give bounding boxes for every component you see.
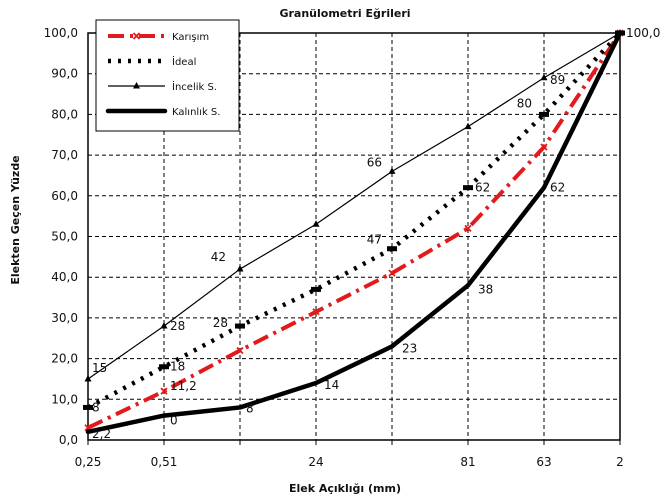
x-tick-label: 0,25 [75, 455, 102, 469]
plot-frame [87, 32, 621, 441]
marker-triangle [84, 374, 92, 382]
data-label: 14 [324, 378, 339, 392]
marker-dash [539, 111, 549, 117]
marker-triangle [388, 167, 396, 174]
marker-dash [463, 185, 473, 191]
tick-layer: 0,0 10,0 20,0 30,0 40,0 50,0 60,0 70,0 80,0 90,0 1… [44, 26, 624, 469]
series-line-2 [87, 32, 621, 380]
data-label: 2,2 [92, 427, 111, 441]
marker-x [160, 387, 168, 395]
data-label: 80 [517, 96, 532, 110]
y-axis-label: Elekten Geçen Yüzde [9, 155, 22, 284]
data-label: 89 [550, 73, 565, 87]
y-tick-label: 50,0 [51, 230, 78, 244]
data-label: 8 [92, 400, 100, 414]
marker-triangle [160, 322, 168, 329]
y-tick-label: 0,0 [59, 433, 78, 447]
data-label: 18 [170, 360, 185, 374]
marker-x [236, 346, 244, 355]
marker-dash [311, 286, 321, 292]
x-tick-label: 81 [460, 455, 475, 469]
marker-dash [159, 364, 169, 370]
y-tick-label: 60,0 [51, 189, 78, 203]
series-line-3 [85, 30, 623, 435]
legend: Karışım İdeal İncelik S. Kalınlık S. [95, 19, 240, 132]
marker-triangle [464, 122, 472, 130]
y-tick-label: 80,0 [51, 107, 78, 121]
marker-dash [387, 246, 397, 252]
data-label: 0 [170, 414, 178, 428]
y-tick-label: 100,0 [44, 26, 78, 40]
data-label: 28 [213, 316, 228, 330]
marker-x [388, 269, 396, 277]
marker-x [540, 143, 548, 151]
y-tick-label: 10,0 [51, 392, 78, 406]
x-tick-label: 24 [308, 455, 323, 469]
series-line-1 [86, 31, 622, 410]
legend-items: Karışım İdeal İncelik S. Kalınlık S. [105, 32, 220, 118]
x-tick-label: 2 [616, 455, 624, 469]
data-label: 38 [478, 282, 493, 296]
marker-triangle [236, 265, 244, 272]
marker-triangle [312, 220, 320, 227]
data-label: 100,0 [626, 26, 660, 40]
data-label: 47 [367, 233, 382, 247]
series-layer [83, 29, 625, 435]
legend-marker [133, 82, 140, 89]
y-tick-label: 20,0 [51, 352, 78, 366]
marker-x [312, 308, 320, 316]
data-label: 42 [211, 250, 226, 264]
x-axis-label: Elek Açıklığı (mm) [289, 482, 401, 495]
data-label: 62 [475, 181, 490, 195]
data-label: 8 [246, 401, 254, 415]
series-line-0 [87, 31, 622, 430]
legend-label-3: Kalınlık S. [172, 107, 220, 118]
legend-label-0: Karışım [172, 32, 209, 43]
data-label: 15 [92, 361, 107, 375]
marker-dash [83, 404, 93, 410]
y-tick-label: 90,0 [51, 67, 78, 81]
y-tick-label: 70,0 [51, 148, 78, 162]
chart-title: Granülometri Eğrileri [279, 7, 410, 20]
y-tick-label: 30,0 [51, 311, 78, 325]
legend-label-2: İncelik S. [172, 80, 217, 93]
data-label: 66 [367, 155, 382, 169]
label-layer: 15 8 2,2 28 18 11,2 0 42 28 8 14 66 47 23 62 38 89 80 62 10… [92, 26, 660, 441]
legend-label-1: İdeal [172, 55, 196, 68]
marker-dash [235, 323, 245, 329]
grid-layer [87, 32, 621, 441]
data-label: 62 [550, 181, 565, 195]
data-label: 11,2 [170, 379, 197, 393]
y-tick-label: 40,0 [51, 270, 78, 284]
legend-marker [132, 32, 141, 40]
marker-x [464, 224, 472, 232]
marker-triangle [540, 73, 548, 81]
x-tick-label: 63 [536, 455, 551, 469]
data-label: 28 [170, 319, 185, 333]
x-tick-label: 0,51 [151, 455, 178, 469]
data-label: 23 [402, 341, 417, 355]
